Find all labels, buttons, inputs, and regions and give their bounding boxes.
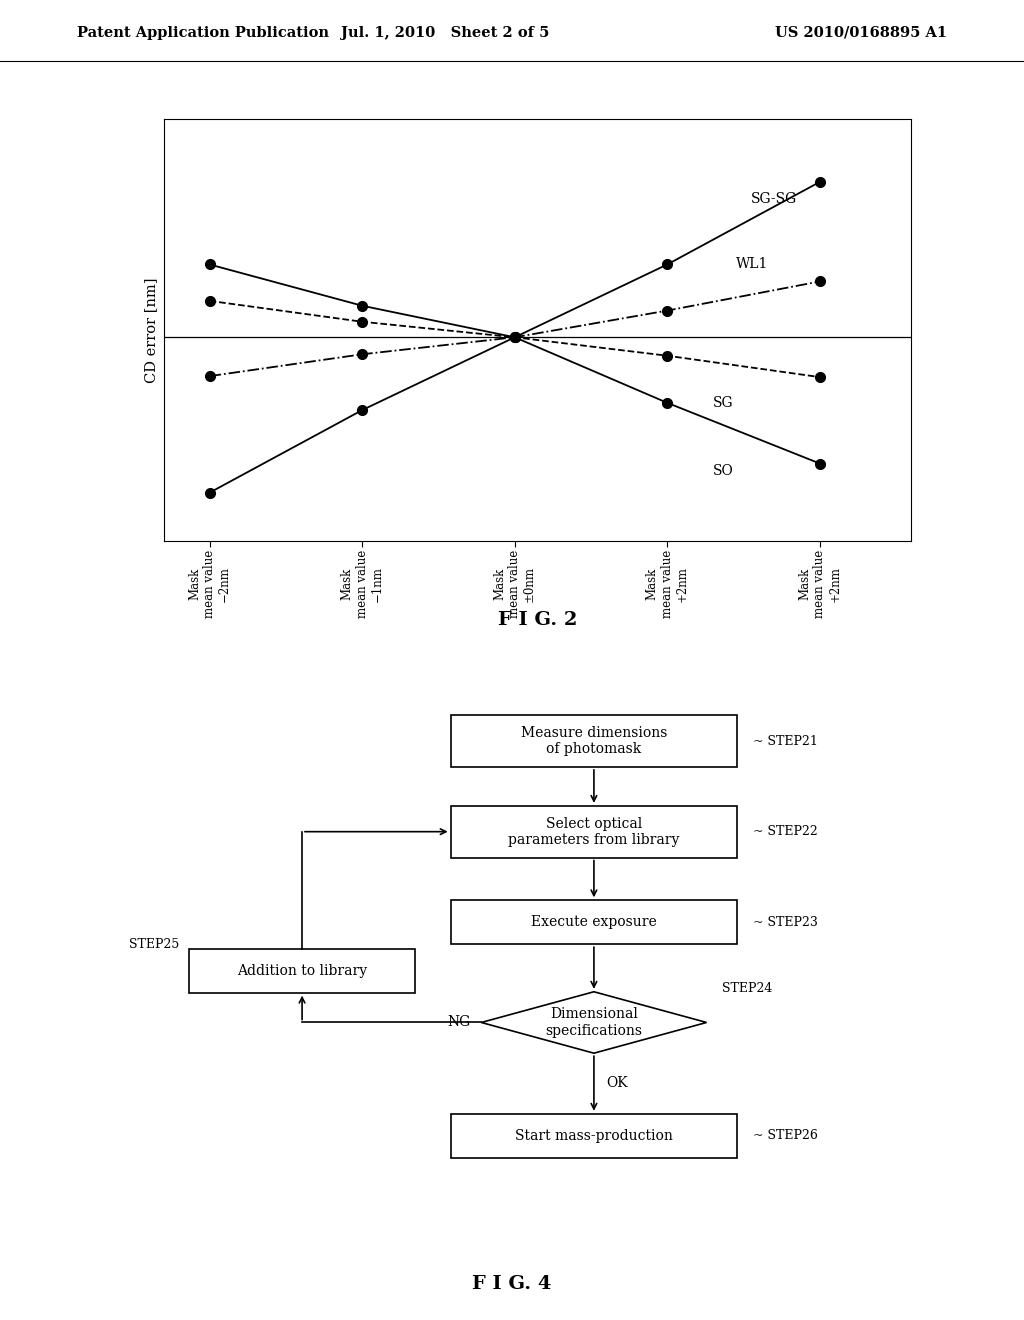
Text: US 2010/0168895 A1: US 2010/0168895 A1: [775, 26, 947, 40]
Text: SG-SG: SG-SG: [752, 191, 798, 206]
Y-axis label: CD error [nm]: CD error [nm]: [144, 277, 159, 383]
FancyBboxPatch shape: [451, 1114, 737, 1158]
Text: NG: NG: [447, 1015, 471, 1030]
Text: Select optical
parameters from library: Select optical parameters from library: [508, 817, 680, 846]
Text: Execute exposure: Execute exposure: [531, 915, 656, 929]
FancyBboxPatch shape: [451, 805, 737, 858]
Text: Jul. 1, 2010   Sheet 2 of 5: Jul. 1, 2010 Sheet 2 of 5: [341, 26, 550, 40]
Text: Start mass-production: Start mass-production: [515, 1129, 673, 1143]
Text: ~ STEP26: ~ STEP26: [753, 1129, 817, 1142]
FancyBboxPatch shape: [451, 715, 737, 767]
Text: ~ STEP21: ~ STEP21: [753, 735, 817, 747]
Polygon shape: [481, 991, 707, 1053]
Text: Dimensional
specifications: Dimensional specifications: [546, 1007, 642, 1038]
FancyBboxPatch shape: [189, 949, 415, 993]
Text: Patent Application Publication: Patent Application Publication: [77, 26, 329, 40]
Text: Addition to library: Addition to library: [237, 964, 368, 978]
Text: OK: OK: [606, 1076, 628, 1090]
Text: F I G. 4: F I G. 4: [472, 1275, 552, 1294]
FancyBboxPatch shape: [451, 900, 737, 944]
Text: STEP24: STEP24: [722, 982, 772, 995]
Text: STEP25: STEP25: [129, 939, 179, 952]
Text: ~ STEP23: ~ STEP23: [753, 916, 817, 929]
Text: SO: SO: [713, 463, 734, 478]
Text: SG: SG: [713, 396, 733, 409]
Text: ~ STEP22: ~ STEP22: [753, 825, 817, 838]
Text: WL1: WL1: [736, 257, 768, 272]
Text: Measure dimensions
of photomask: Measure dimensions of photomask: [521, 726, 667, 756]
Text: F I G. 2: F I G. 2: [498, 611, 578, 630]
